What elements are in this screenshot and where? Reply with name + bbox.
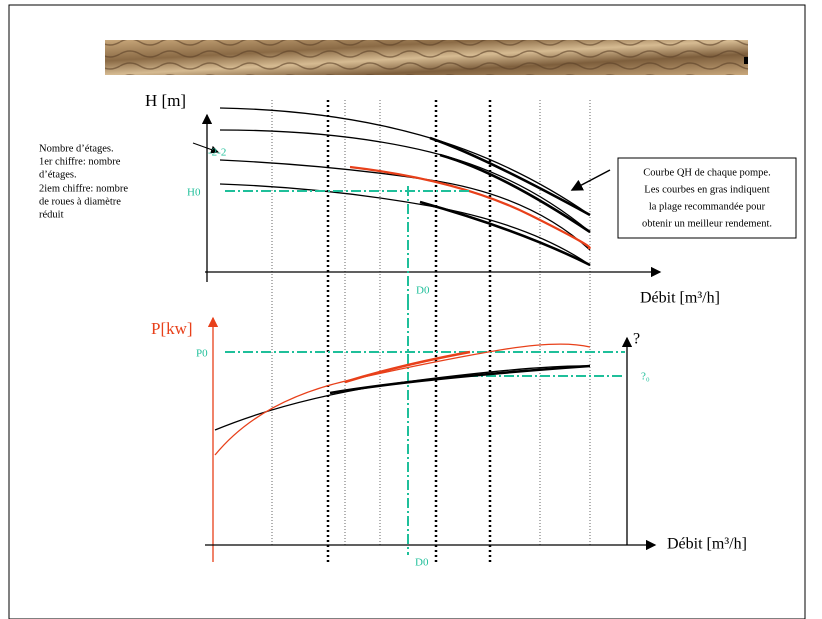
p0-label: P0	[196, 348, 208, 360]
note-line: Les courbes en gras indiquent	[644, 184, 769, 195]
slide: H [m] -2-2 H0 D0 Débit [m³/h] Nombre d’é…	[0, 0, 822, 619]
eta0-label: ?₀	[641, 371, 650, 383]
note-line: obtenir un meilleur rendement.	[642, 218, 772, 229]
stage-code: -2-2	[208, 147, 226, 159]
slide-frame	[9, 5, 805, 619]
note-line: 2iem chiffre: nombre	[39, 183, 128, 194]
note-line: Nombre d’étages.	[39, 143, 114, 154]
axis-label: ?	[633, 331, 640, 348]
note-line: Courbe QH de chaque pompe.	[643, 167, 770, 178]
axis-label: H [m]	[145, 91, 186, 110]
d0-label: D0	[416, 285, 430, 297]
axis-label: Débit [m³/h]	[667, 536, 747, 553]
axis-label: P[kw]	[151, 319, 193, 338]
note-line: d’étages.	[39, 169, 77, 180]
note-line: la plage recommandée pour	[649, 201, 766, 212]
d0-label: D0	[415, 557, 429, 569]
note-line: de roues à diamètre	[39, 196, 121, 207]
axis-label: Débit [m³/h]	[640, 290, 720, 307]
note-line: 1er chiffre: nombre	[39, 156, 121, 167]
h0-label: H0	[187, 187, 201, 199]
note-line: réduit	[39, 209, 64, 220]
banner	[105, 40, 748, 75]
